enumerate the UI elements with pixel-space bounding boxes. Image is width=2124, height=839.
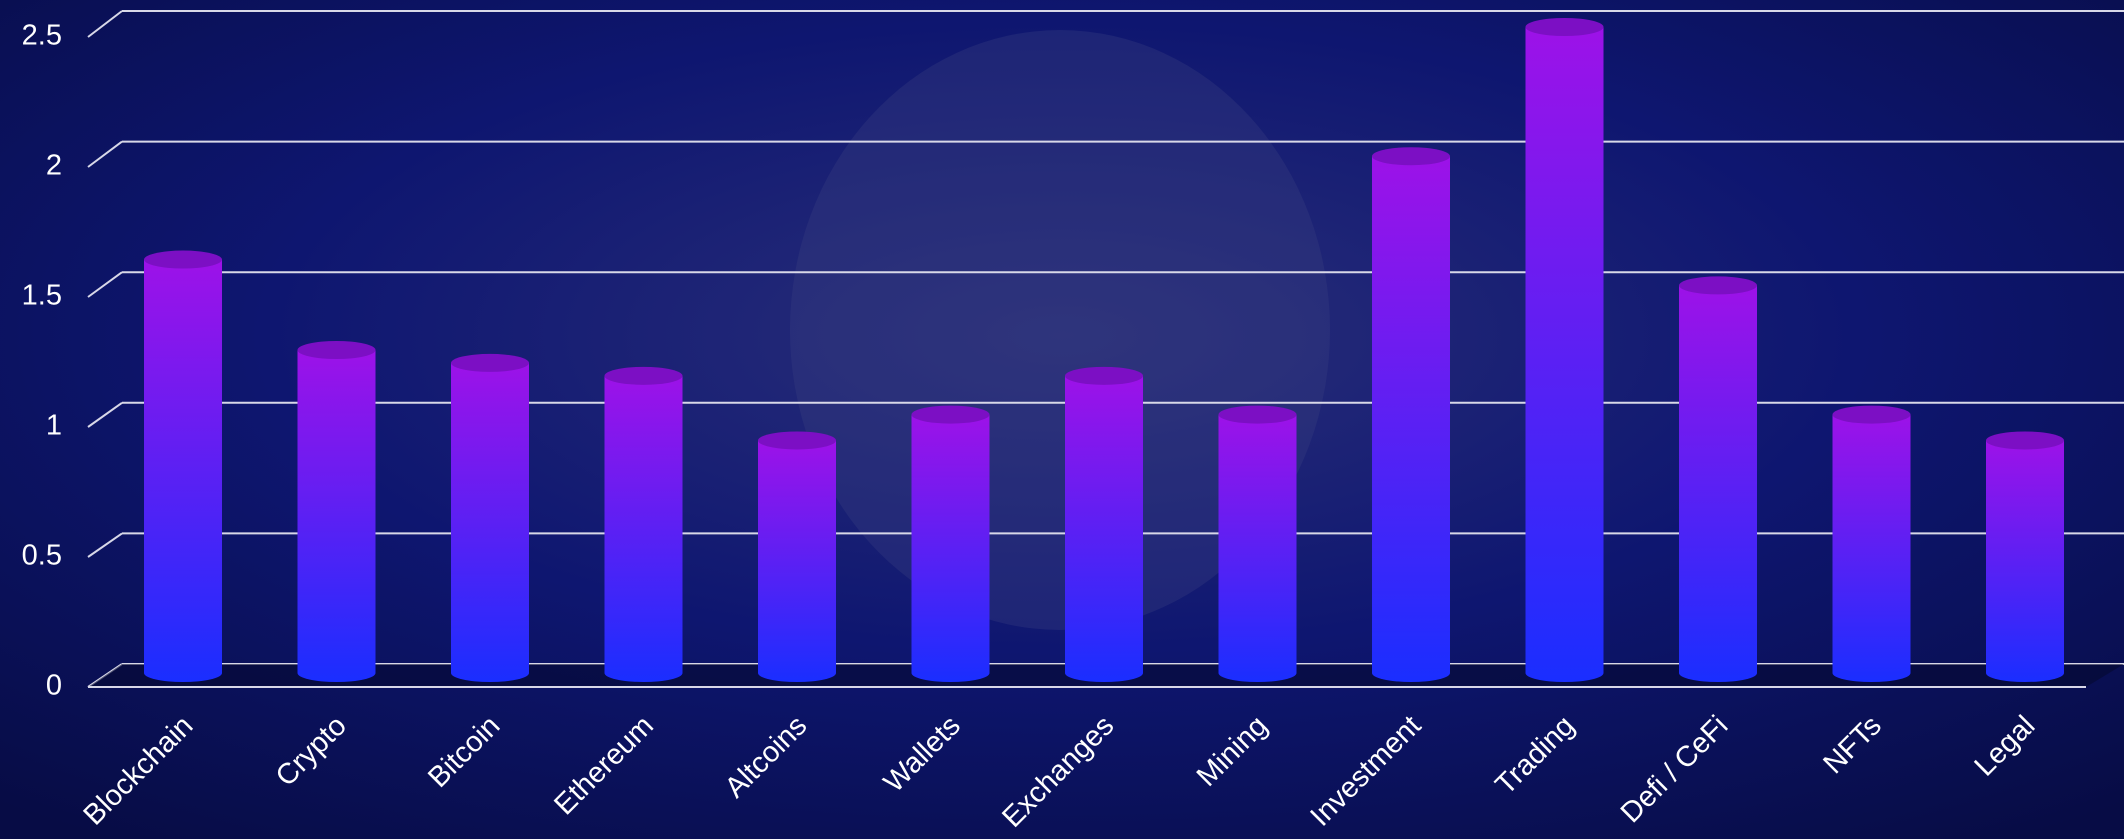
bar [1679,285,1757,682]
y-tick-label: 1 [46,410,62,442]
bar-cap [1525,18,1604,36]
y-tick-label: 0 [46,670,62,702]
bar [297,350,376,682]
grid-line-side [87,140,123,168]
bar-cap [1372,147,1450,166]
bar-cap [1218,405,1297,424]
grid-line-side [87,271,123,298]
bar [144,259,222,682]
y-tick-label: 1.5 [22,280,62,312]
bar-cap [604,366,683,385]
grid-line-side [87,401,123,428]
bar-cap [1679,276,1757,295]
bar [451,362,529,682]
bar [1065,375,1143,682]
bar-cap [451,353,529,372]
y-tick-label: 2 [46,150,62,182]
bar-cap [297,341,376,359]
bar [604,375,683,682]
bar [911,414,990,682]
bar-cap [911,405,990,424]
bar [1832,414,1911,682]
bar [1986,440,2064,682]
bar-cap [144,250,222,269]
bar [1218,414,1297,682]
bar-cap [1832,405,1911,424]
bar-cap [758,431,836,450]
y-tick-label: 0.5 [22,540,62,572]
grid-line-side [87,10,123,38]
y-tick-label: 2.5 [22,20,62,52]
bar-cap [1065,366,1143,385]
grid-line-side [87,532,123,558]
bar [758,440,836,682]
bar [1372,156,1450,682]
bar-cap [1986,431,2064,450]
bar [1525,27,1604,682]
